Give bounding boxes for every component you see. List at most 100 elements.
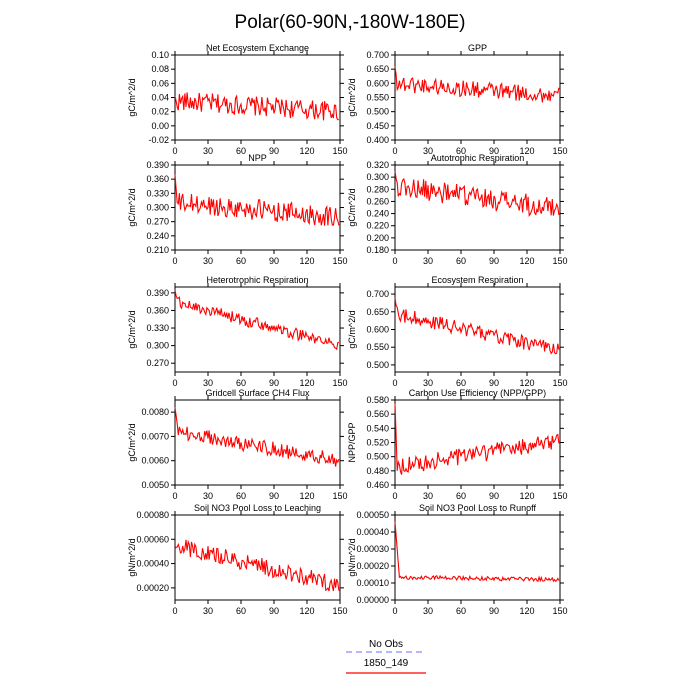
series-line-1850-149 [174, 289, 340, 351]
x-tick-label: 90 [269, 256, 279, 266]
y-axis-label: gC/m^2/d [127, 310, 137, 348]
y-tick-label: 0.480 [366, 466, 389, 476]
x-tick-label: 60 [456, 606, 466, 616]
y-tick-label: 0.700 [366, 50, 389, 60]
x-tick-label: 120 [299, 256, 314, 266]
x-tick-label: 90 [269, 378, 279, 388]
y-tick-label: 0.300 [146, 341, 169, 351]
plot-frame [394, 164, 561, 251]
panel-title: GPP [468, 43, 487, 53]
y-tick-label: 0.00020 [136, 583, 169, 593]
x-tick-label: 0 [392, 606, 397, 616]
panel-title: Gridcell Surface CH4 Flux [205, 388, 310, 398]
x-tick-label: 150 [552, 256, 567, 266]
y-tick-label: 0.00040 [356, 527, 389, 537]
y-tick-label: 0.0070 [141, 431, 169, 441]
x-tick-label: 120 [519, 146, 534, 156]
y-axis-label: gN/m^2/d [347, 538, 357, 576]
y-tick-label: 0.280 [366, 184, 389, 194]
x-tick-label: 90 [489, 146, 499, 156]
y-tick-label: 0.320 [366, 160, 389, 170]
x-tick-label: 0 [172, 606, 177, 616]
y-tick-label: 0.00 [151, 121, 169, 131]
x-tick-label: 90 [489, 491, 499, 501]
panel-title: Heterotrophic Respiration [206, 275, 308, 285]
series-line-1850-149 [174, 174, 340, 226]
x-tick-label: 60 [456, 491, 466, 501]
x-tick-label: 150 [332, 491, 347, 501]
x-tick-label: 30 [423, 606, 433, 616]
y-tick-label: 0.300 [146, 203, 169, 213]
x-tick-label: 60 [236, 378, 246, 388]
plot-frame [174, 514, 341, 601]
x-tick-label: 120 [519, 378, 534, 388]
y-tick-label: 0.10 [151, 50, 169, 60]
x-tick-label: 90 [269, 606, 279, 616]
y-tick-label: 0.0060 [141, 456, 169, 466]
y-tick-label: 0.500 [366, 452, 389, 462]
series-line-1850-149 [174, 539, 340, 592]
x-tick-label: 30 [203, 378, 213, 388]
x-tick-label: 60 [236, 491, 246, 501]
y-axis-label: gC/m^2/d [347, 188, 357, 226]
y-axis-label: gC/m^2/d [347, 310, 357, 348]
plot-frame [394, 399, 561, 486]
x-tick-label: 90 [269, 491, 279, 501]
x-tick-label: 120 [299, 378, 314, 388]
panel-soil-no3-pool-loss-to-runoff: Soil NO3 Pool Loss to Runoff gN/m^2/d 0 30 6… [347, 503, 568, 616]
y-tick-label: 0.540 [366, 423, 389, 433]
x-tick-label: 60 [456, 378, 466, 388]
x-tick-label: 0 [392, 491, 397, 501]
y-tick-label: 0.210 [146, 245, 169, 255]
x-tick-label: 30 [203, 491, 213, 501]
y-tick-label: 0.00000 [356, 595, 389, 605]
y-tick-label: 0.550 [366, 342, 389, 352]
y-tick-label: 0.00030 [356, 544, 389, 554]
x-tick-label: 0 [172, 491, 177, 501]
y-tick-label: 0.260 [366, 196, 389, 206]
y-tick-label: 0.02 [151, 107, 169, 117]
y-tick-label: 0.300 [366, 172, 389, 182]
panel-title: Autotrophic Respiration [431, 153, 525, 163]
x-tick-label: 30 [203, 146, 213, 156]
panel-title: Carbon Use Efficiency (NPP/GPP) [409, 388, 546, 398]
x-tick-label: 90 [489, 378, 499, 388]
y-tick-label: 0.00050 [356, 510, 389, 520]
panel-title: Ecosystem Respiration [431, 275, 523, 285]
y-tick-label: 0.00010 [356, 578, 389, 588]
panel-soil-no3-pool-loss-to-leaching: Soil NO3 Pool Loss to Leaching gN/m^2/d 0 3… [127, 503, 348, 616]
x-tick-label: 120 [519, 491, 534, 501]
series-line-1850-149 [174, 407, 340, 467]
y-axis-label: gC/m^2/d [347, 78, 357, 116]
y-tick-label: -0.02 [148, 135, 169, 145]
panel-net-ecosystem-exchange: Net Ecosystem Exchange gC/m^2/d 0 30 60 90 120… [127, 43, 348, 156]
x-tick-label: 60 [236, 606, 246, 616]
y-tick-label: 0.460 [366, 480, 389, 490]
x-tick-label: 150 [332, 378, 347, 388]
panel-title: Soil NO3 Pool Loss to Runoff [419, 503, 536, 513]
y-tick-label: 0.0080 [141, 407, 169, 417]
y-tick-label: 0.560 [366, 409, 389, 419]
x-tick-label: 120 [299, 146, 314, 156]
y-tick-label: 0.270 [146, 358, 169, 368]
series-line-1850-149 [394, 66, 560, 103]
y-tick-label: 0.220 [366, 221, 389, 231]
legend-label-1850-149: 1850_149 [364, 658, 409, 669]
x-tick-label: 120 [299, 606, 314, 616]
y-tick-label: 0.390 [146, 160, 169, 170]
x-tick-label: 60 [456, 146, 466, 156]
page-title: Polar(60-90N,-180W-180E) [235, 12, 466, 33]
y-tick-label: 0.500 [366, 360, 389, 370]
x-tick-label: 0 [392, 378, 397, 388]
x-tick-label: 90 [489, 256, 499, 266]
x-tick-label: 30 [423, 491, 433, 501]
y-tick-label: 0.270 [146, 217, 169, 227]
series-line-1850-149 [394, 403, 560, 475]
y-tick-label: 0.550 [366, 93, 389, 103]
y-axis-label: NPP/GPP [347, 422, 357, 462]
panel-title: Soil NO3 Pool Loss to Leaching [194, 503, 321, 513]
y-tick-label: 0.390 [146, 288, 169, 298]
x-tick-label: 120 [519, 256, 534, 266]
x-tick-label: 0 [172, 146, 177, 156]
